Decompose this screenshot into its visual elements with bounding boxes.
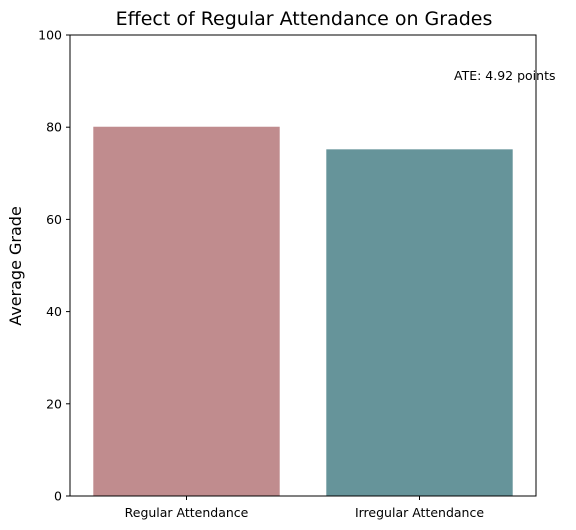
y-tick-label: 20 xyxy=(46,396,62,411)
plot-frame xyxy=(69,34,537,497)
y-tick-label: 40 xyxy=(46,304,62,319)
ate-annotation: ATE: 4.92 points xyxy=(454,68,556,83)
y-tick-label: 80 xyxy=(46,120,62,135)
bars-layer xyxy=(93,126,513,496)
bar-regular-attendance xyxy=(93,126,280,496)
y-axis-ticks: 0 20 40 60 80 100 xyxy=(38,28,70,504)
y-tick-label: 100 xyxy=(38,28,62,43)
chart-title: Effect of Regular Attendance on Grades xyxy=(116,8,493,30)
bar-irregular-attendance xyxy=(326,149,513,496)
y-tick-label: 0 xyxy=(54,489,62,504)
x-tick-label: Irregular Attendance xyxy=(355,505,484,520)
y-axis-label: Average Grade xyxy=(6,206,25,326)
y-tick-label: 60 xyxy=(46,212,62,227)
x-tick-label: Regular Attendance xyxy=(125,505,249,520)
x-axis-ticks: Regular Attendance Irregular Attendance xyxy=(125,496,484,520)
